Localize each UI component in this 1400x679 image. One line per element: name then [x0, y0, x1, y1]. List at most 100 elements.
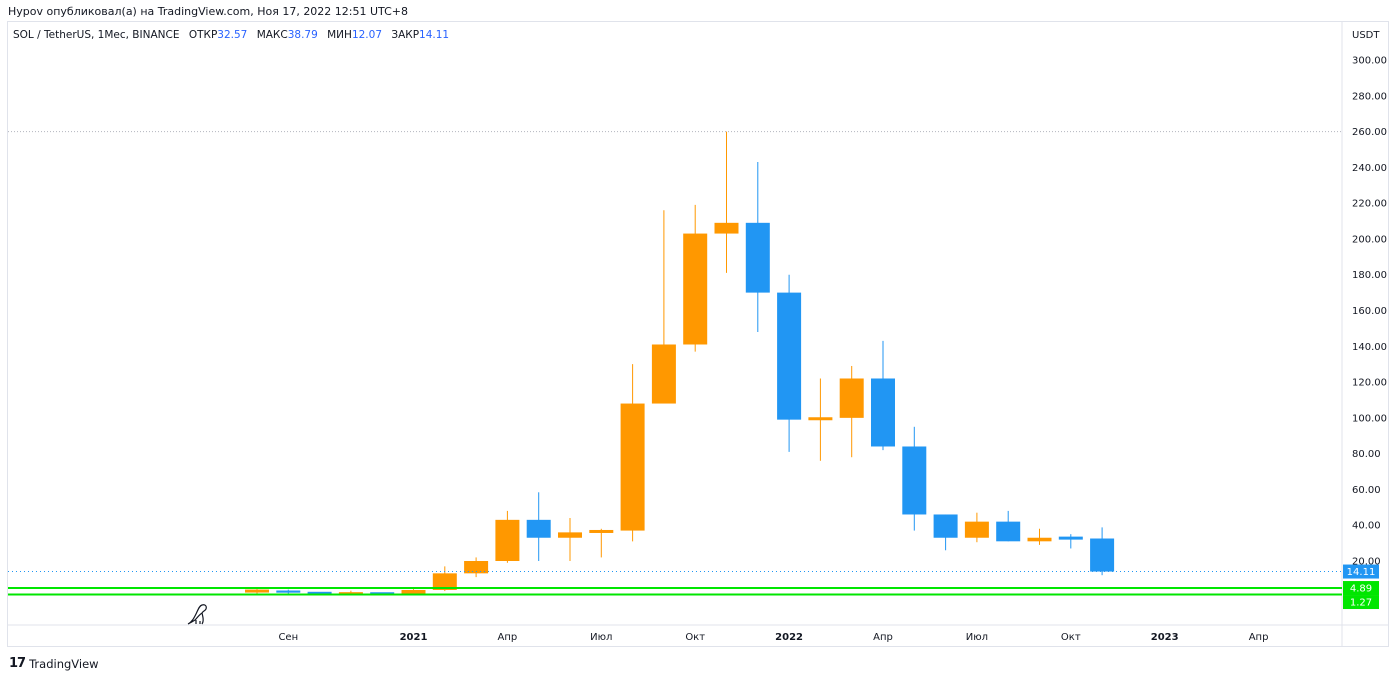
- price-tick-label: 240.00: [1352, 163, 1387, 174]
- levels-layer: [8, 131, 1342, 596]
- candle-body: [1027, 537, 1052, 542]
- symbol-legend: SOL / TetherUS, 1Мес, BINANCE ОТКР32.57 …: [13, 29, 449, 41]
- candle-body: [245, 589, 269, 593]
- candle-body: [933, 514, 958, 538]
- candle: [1090, 527, 1115, 576]
- low-value: 12.07: [351, 29, 382, 41]
- price-badge-label: 4.89: [1350, 584, 1372, 595]
- candle: [620, 364, 645, 542]
- dinosaur-icon: [187, 604, 207, 625]
- price-badge-label: 1.27: [1350, 598, 1372, 609]
- time-tick-label: Сен: [278, 632, 298, 643]
- candle: [964, 512, 989, 543]
- price-badge: 1.27: [1343, 595, 1379, 610]
- candle: [808, 378, 833, 461]
- candle: [432, 566, 457, 592]
- price-tick-label: 260.00: [1352, 127, 1387, 138]
- close-value: 14.11: [419, 29, 450, 41]
- candle-body: [777, 292, 802, 420]
- candle: [1027, 528, 1052, 545]
- candle-body: [651, 344, 676, 404]
- close-label: ЗАКР: [391, 29, 420, 41]
- candle-body: [808, 417, 833, 421]
- candle: [651, 210, 676, 404]
- candle: [1058, 534, 1083, 549]
- price-tick-label: 200.00: [1352, 234, 1387, 245]
- symbol-name: SOL / TetherUS, 1Мес, BINANCE: [13, 29, 180, 41]
- price-tick-label: 60.00: [1352, 485, 1381, 496]
- candle-body: [620, 403, 645, 531]
- publish-info: Hypov опубликовал(а) на TradingView.com,…: [8, 5, 409, 18]
- candle-body: [964, 521, 989, 538]
- candle-body: [745, 222, 770, 293]
- price-tick-label: 120.00: [1352, 378, 1387, 389]
- time-tick-label: Окт: [1061, 632, 1081, 643]
- candle: [902, 426, 927, 531]
- high-value: 38.79: [287, 29, 318, 41]
- price-tick-label: 300.00: [1352, 56, 1387, 67]
- candle: [495, 510, 520, 563]
- grid-layer: [8, 22, 1389, 646]
- price-tick-label: 20.00: [1352, 557, 1381, 568]
- price-badges: 14.11 4.89 1.27: [1343, 564, 1379, 610]
- chart-frame[interactable]: [7, 21, 1389, 647]
- time-axis: Сен 2021 Апр Июл Окт 2022 Апр Июл Окт 2023 Апр: [278, 632, 1268, 643]
- price-tick-label: 80.00: [1352, 449, 1381, 460]
- candle: [683, 204, 708, 352]
- tradingview-logo-icon: 17: [9, 656, 26, 671]
- candle-body: [996, 521, 1021, 542]
- candle: [714, 131, 739, 273]
- price-badge: 4.89: [1343, 581, 1379, 596]
- tradingview-logo[interactable]: 17 TradingView: [9, 656, 99, 671]
- time-tick-label: Апр: [498, 632, 518, 643]
- candle: [777, 274, 802, 452]
- price-badge-bg: [1343, 581, 1379, 596]
- candle: [526, 492, 551, 561]
- time-tick-label: 2021: [400, 632, 428, 643]
- candle-body: [902, 446, 927, 515]
- price-tick-label: 100.00: [1352, 413, 1387, 424]
- open-label: ОТКР: [188, 29, 218, 41]
- price-badge-bg: [1343, 564, 1379, 579]
- candle-body: [432, 573, 457, 590]
- candles-layer: [245, 131, 1115, 596]
- time-tick-label: Июл: [590, 632, 612, 643]
- candle-body: [495, 519, 520, 561]
- candle-body: [464, 561, 489, 574]
- open-value: 32.57: [217, 29, 248, 41]
- candle: [745, 161, 770, 332]
- price-badge: 14.11: [1343, 564, 1379, 579]
- time-tick-label: Апр: [1249, 632, 1269, 643]
- price-tick-label: 160.00: [1352, 306, 1387, 317]
- candle-body: [558, 532, 582, 538]
- candle: [464, 557, 489, 578]
- price-tick-label: 40.00: [1352, 521, 1381, 532]
- price-axis-unit: USDT: [1352, 30, 1380, 41]
- price-axis: USDT 20.00 40.00 60.00 80.00 100.00 120.00 140.…: [1352, 30, 1387, 568]
- candle-body: [307, 591, 332, 595]
- price-tick-label: 180.00: [1352, 270, 1387, 281]
- candle-body: [839, 378, 864, 418]
- candle: [839, 365, 864, 458]
- price-badge-bg: [1343, 595, 1379, 610]
- time-tick-label: Окт: [685, 632, 705, 643]
- time-tick-label: Июл: [966, 632, 988, 643]
- time-tick-label: 2023: [1151, 632, 1179, 643]
- candle-body: [683, 233, 708, 345]
- candle-body: [1090, 538, 1115, 572]
- candle: [871, 340, 895, 451]
- price-tick-label: 220.00: [1352, 199, 1387, 210]
- candle: [558, 518, 582, 561]
- candle-body: [401, 589, 426, 595]
- candle-body: [1058, 536, 1083, 540]
- candle-body: [526, 519, 551, 538]
- price-tick-label: 280.00: [1352, 91, 1387, 102]
- price-tick-label: 140.00: [1352, 342, 1387, 353]
- candle: [589, 528, 614, 558]
- candle-body: [276, 590, 301, 593]
- time-tick-label: 2022: [775, 632, 803, 643]
- candle: [996, 510, 1021, 542]
- high-label: МАКС: [256, 29, 288, 41]
- low-label: МИН: [327, 29, 352, 41]
